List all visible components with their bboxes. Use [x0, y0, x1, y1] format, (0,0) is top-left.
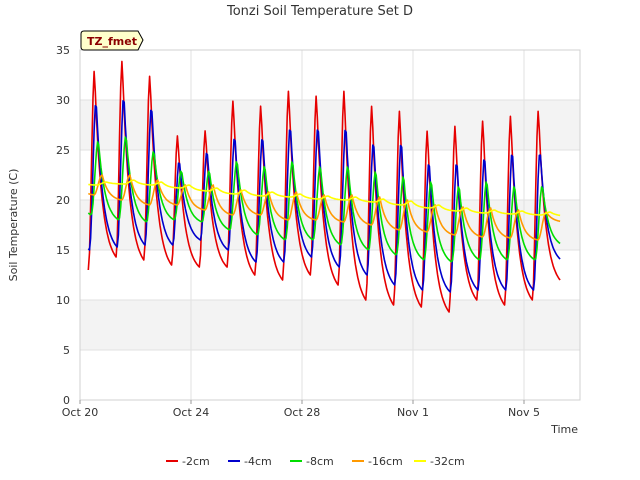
- legend-label: -4cm: [244, 455, 272, 468]
- badge: TZ_fmet: [80, 30, 144, 51]
- series-line-4cm: [87, 100, 561, 293]
- plot-band: [80, 200, 580, 250]
- series-lines: [87, 60, 561, 313]
- y-tick-label: 25: [56, 144, 70, 157]
- plot-band: [80, 350, 580, 400]
- y-tick-label: 20: [56, 194, 70, 207]
- badge-shape: [80, 30, 144, 51]
- x-axis-label: Time: [550, 423, 578, 436]
- plot-band: [80, 150, 580, 200]
- plot-band: [80, 100, 580, 150]
- y-tick-label: 35: [56, 44, 70, 57]
- plot-band: [80, 250, 580, 300]
- legend-item: -16cm: [352, 455, 403, 468]
- legend-label: -32cm: [430, 455, 465, 468]
- series-line-32cm: [88, 179, 561, 217]
- y-tick-label: 0: [63, 394, 70, 407]
- y-tick-label: 10: [56, 294, 70, 307]
- y-tick-label: 30: [56, 94, 70, 107]
- legend-label: -2cm: [182, 455, 210, 468]
- plot-band: [80, 300, 580, 350]
- y-axis-ticks: 0 5 10 15 20 25 30 35: [56, 44, 70, 407]
- legend-item: -32cm: [414, 455, 465, 468]
- series-line-16cm: [88, 174, 561, 241]
- x-tick-label: Nov 5: [508, 406, 540, 419]
- x-tick-label: Nov 1: [397, 406, 429, 419]
- legend: -2cm -4cm -8cm -16cm -32cm: [166, 455, 465, 468]
- x-tick-label: Oct 28: [284, 406, 321, 419]
- badge-label: TZ_fmet: [87, 35, 137, 48]
- y-tick-label: 15: [56, 244, 70, 257]
- series-line-2cm: [87, 60, 561, 313]
- plot-background: [80, 50, 580, 400]
- legend-item: -8cm: [290, 455, 334, 468]
- plot-border: [79, 49, 581, 401]
- y-tick-label: 5: [63, 344, 70, 357]
- x-axis-ticks: Oct 20 Oct 24 Oct 28 Nov 1 Nov 5: [62, 400, 540, 419]
- series-line-8cm: [87, 136, 561, 263]
- y-axis-label: Soil Temperature (C): [7, 169, 20, 282]
- legend-item: -2cm: [166, 455, 210, 468]
- legend-item: -4cm: [228, 455, 272, 468]
- chart-title: Tonzi Soil Temperature Set D: [226, 4, 413, 19]
- legend-label: -8cm: [306, 455, 334, 468]
- x-tick-label: Oct 24: [173, 406, 210, 419]
- x-tick-label: Oct 20: [62, 406, 99, 419]
- plot-band: [80, 50, 580, 100]
- legend-label: -16cm: [368, 455, 403, 468]
